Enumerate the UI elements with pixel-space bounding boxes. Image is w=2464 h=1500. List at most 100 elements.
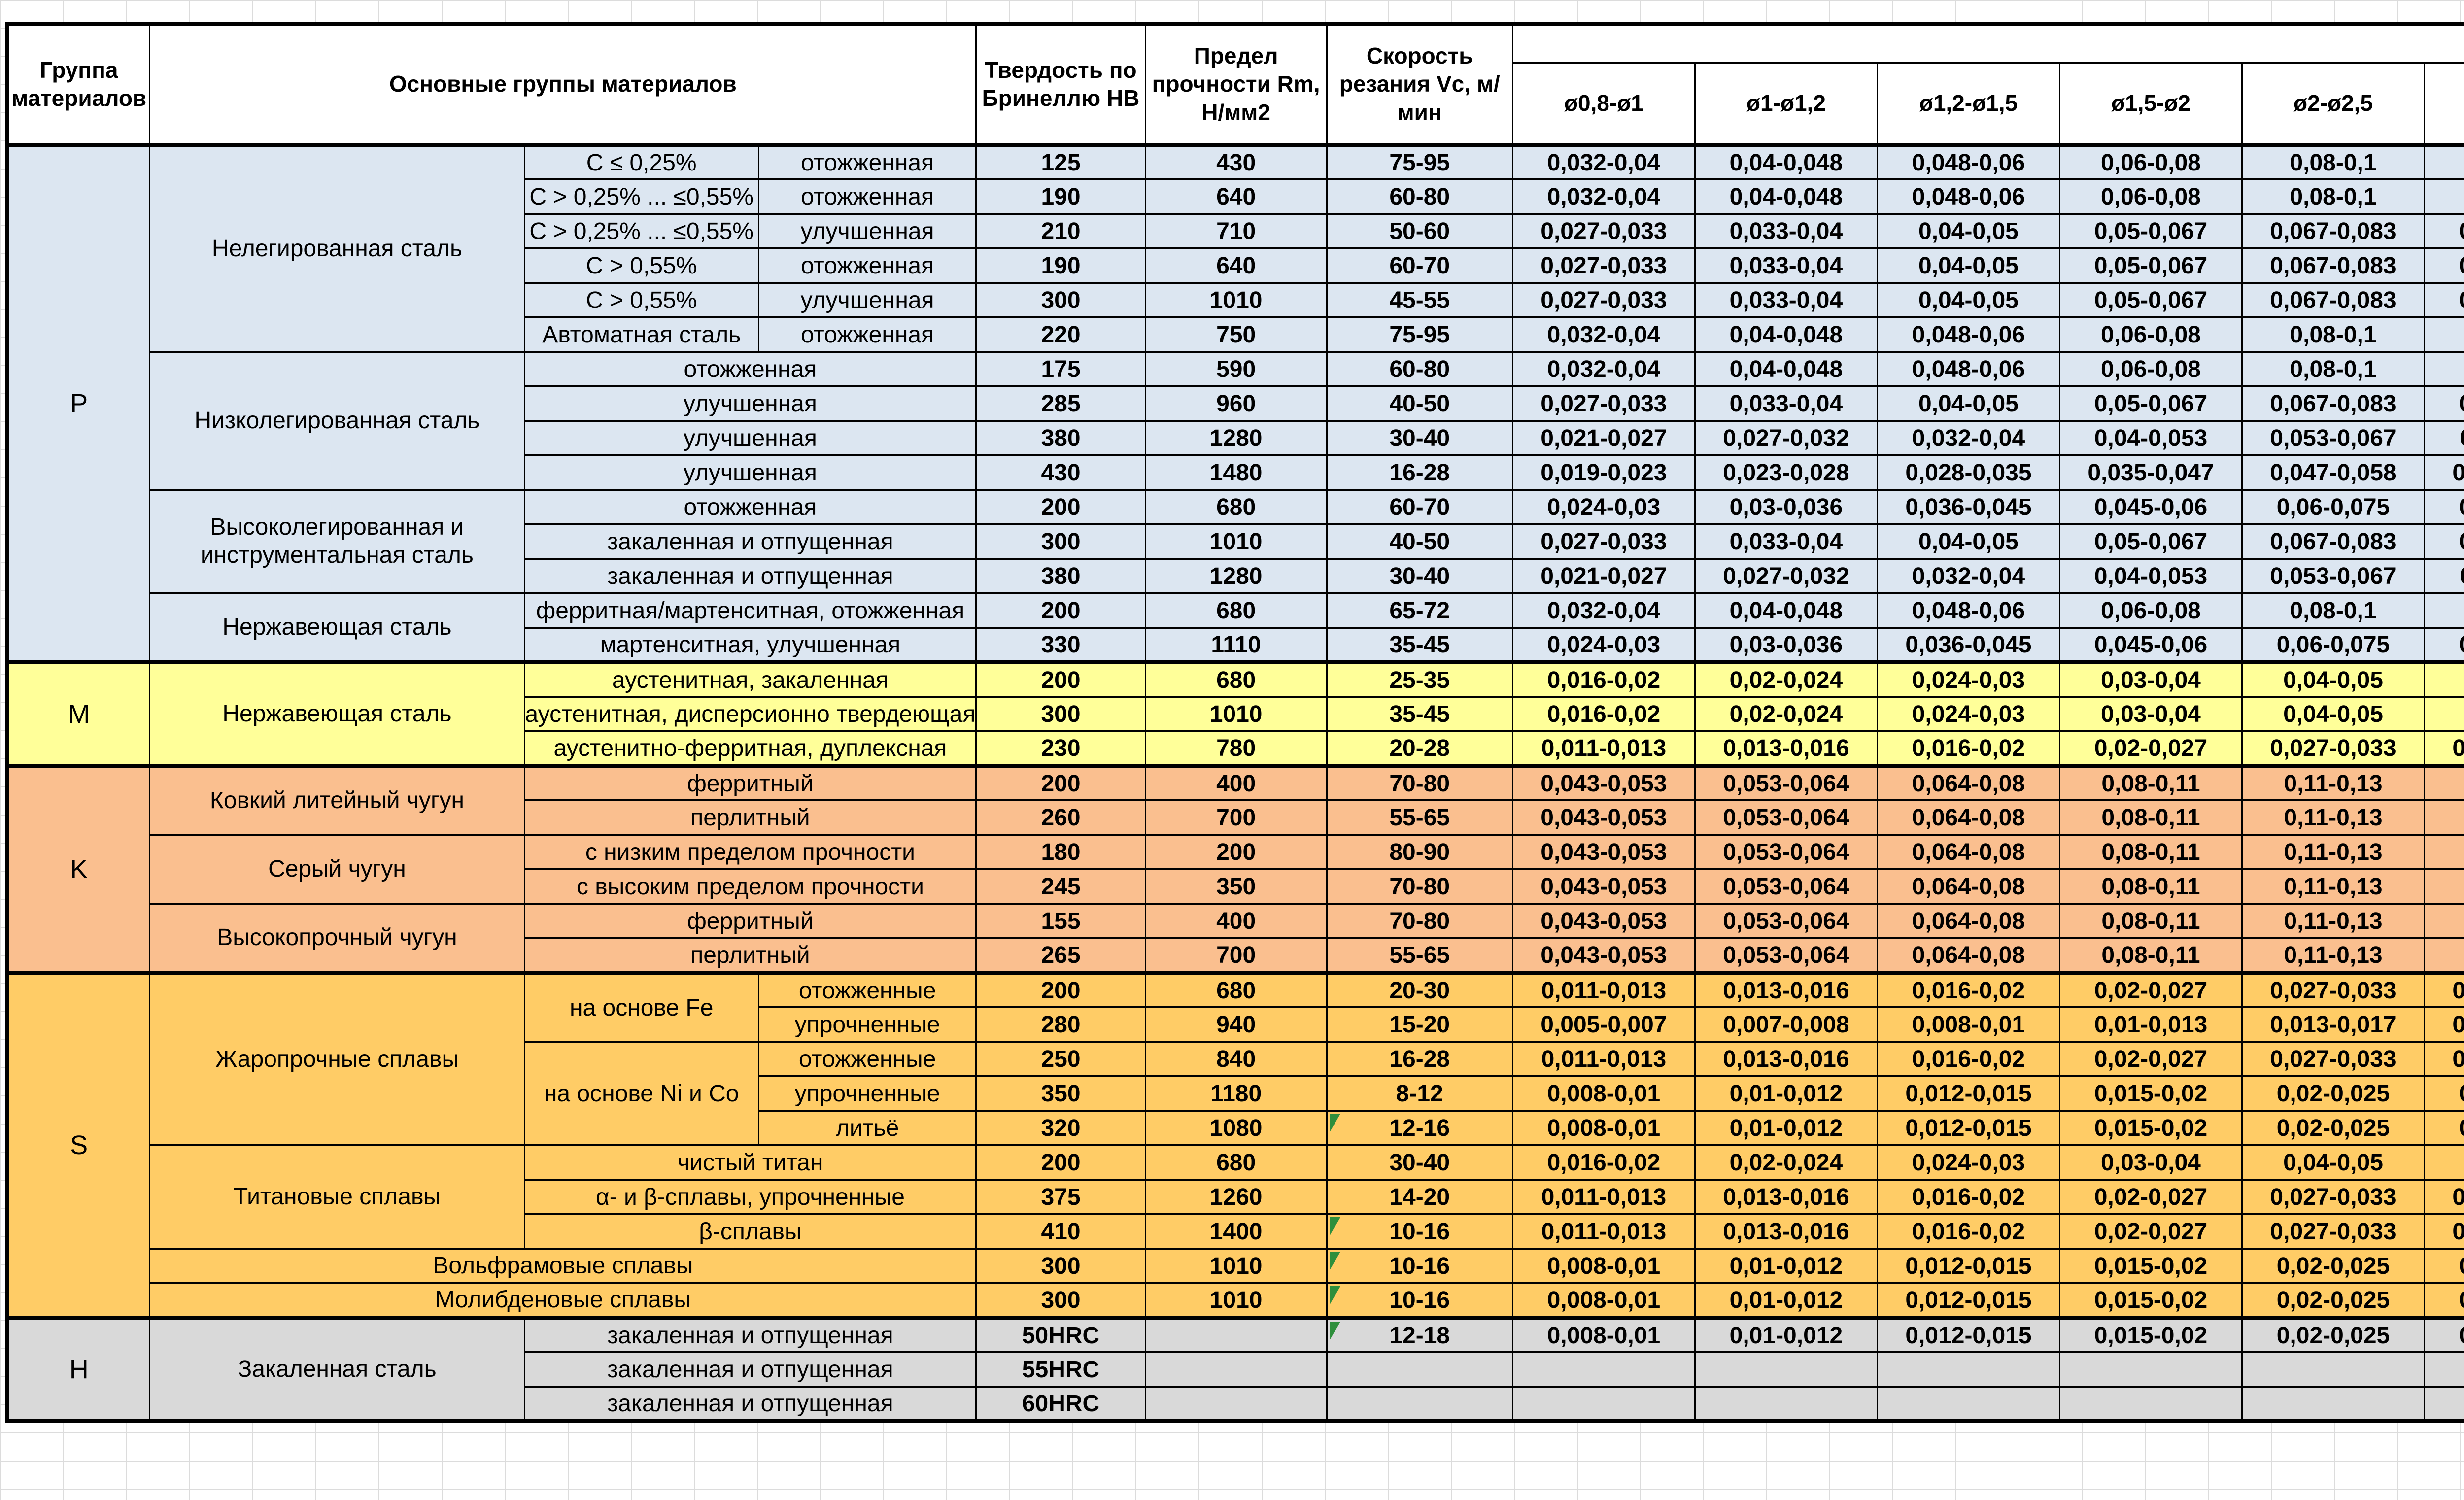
feed-cell[interactable]: 0,06-0,08	[2058, 178, 2243, 215]
feed-cell[interactable]: 0,08-0,11	[2058, 764, 2243, 801]
feed-cell[interactable]: 0,033-0,053	[2424, 971, 2464, 1008]
material-group-cell[interactable]: Нержавеющая сталь	[149, 660, 525, 767]
strength-cell[interactable]: 200	[1144, 834, 1328, 870]
material-state-cell[interactable]: аустенитная, закаленная	[523, 660, 977, 698]
feed-cell[interactable]: 0,027-0,033	[2241, 1179, 2426, 1215]
feed-cell[interactable]: 0,011-0,013	[1511, 971, 1696, 1008]
hardness-cell[interactable]: 300	[975, 282, 1146, 318]
strength-cell[interactable]: 680	[1144, 971, 1328, 1008]
hardness-cell[interactable]: 265	[975, 937, 1146, 974]
feed-cell[interactable]: 0,08-0,1	[2241, 178, 2426, 215]
strength-cell[interactable]: 1010	[1144, 1282, 1328, 1319]
feed-cell[interactable]: 0,027-0,033	[1511, 247, 1696, 284]
feed-cell[interactable]: 0,053-0,064	[1694, 903, 1878, 939]
feed-cell[interactable]: 0,067-0,083	[2241, 247, 2426, 284]
hardness-cell[interactable]: 380	[975, 420, 1146, 456]
material-group-cell[interactable]: Нержавеющая сталь	[149, 592, 525, 663]
feed-cell[interactable]: 0,024-0,03	[1511, 489, 1696, 525]
feed-cell[interactable]: 0,021-0,027	[1511, 558, 1696, 594]
material-state-cell[interactable]: упрочненные	[757, 1075, 977, 1112]
hardness-cell[interactable]: 410	[975, 1213, 1146, 1250]
material-group-cell[interactable]: Титановые сплавы	[149, 1144, 525, 1250]
feed-cell[interactable]: 0,015-0,02	[2058, 1316, 2243, 1353]
feed-cell[interactable]	[1876, 1386, 2060, 1422]
feed-cell[interactable]: 0,04-0,05	[1876, 213, 2060, 249]
feed-cell[interactable]: 0,017-0,027	[2424, 1006, 2464, 1043]
material-group-cell[interactable]: Высоколегированная и инструментальная ст…	[149, 489, 525, 594]
feed-cell[interactable]: 0,012-0,015	[1876, 1075, 2060, 1112]
strength-cell[interactable]: 710	[1144, 213, 1328, 249]
feed-cell[interactable]: 0,075-0,12	[2424, 627, 2464, 663]
strength-cell[interactable]: 1180	[1144, 1075, 1328, 1112]
feed-cell[interactable]: 0,08-0,1	[2241, 316, 2426, 353]
feed-cell[interactable]: 0,013-0,017	[2241, 1006, 2426, 1043]
feed-cell[interactable]: 0,033-0,053	[2424, 730, 2464, 767]
feed-cell[interactable]: 0,027-0,033	[2241, 730, 2426, 767]
feed-cell[interactable]	[2424, 1351, 2464, 1388]
feed-cell[interactable]	[1511, 1386, 1696, 1422]
material-group-cell[interactable]: Жаропрочные сплавы	[149, 971, 525, 1146]
material-subtype-cell[interactable]: C > 0,55%	[523, 247, 759, 284]
feed-cell[interactable]: 0,033-0,053	[2424, 1041, 2464, 1077]
speed-cell[interactable]: 20-28	[1326, 730, 1513, 767]
hardness-cell[interactable]: 220	[975, 316, 1146, 353]
hardness-cell[interactable]: 285	[975, 385, 1146, 422]
feed-cell[interactable]: 0,016-0,02	[1511, 660, 1696, 698]
feed-cell[interactable]: 0,05-0,067	[2058, 213, 2243, 249]
hardness-cell[interactable]: 50HRC	[975, 1316, 1146, 1353]
material-state-cell[interactable]: упрочненные	[757, 1006, 977, 1043]
strength-cell[interactable]: 780	[1144, 730, 1328, 767]
strength-cell[interactable]: 590	[1144, 351, 1328, 387]
feed-cell[interactable]: 0,016-0,02	[1876, 971, 2060, 1008]
speed-cell[interactable]: 40-50	[1326, 385, 1513, 422]
feed-cell[interactable]: 0,032-0,04	[1876, 558, 2060, 594]
feed-cell[interactable]: 0,01-0,013	[2058, 1006, 2243, 1043]
feed-cell[interactable]: 0,032-0,04	[1511, 143, 1696, 180]
feed-cell[interactable]: 0,06-0,08	[2058, 592, 2243, 629]
feed-cell[interactable]: 0,05-0,067	[2058, 247, 2243, 284]
feed-cell[interactable]: 0,036-0,045	[1876, 489, 2060, 525]
feed-cell[interactable]: 0,016-0,02	[1876, 1041, 2060, 1077]
feed-cell[interactable]: 0,064-0,08	[1876, 903, 2060, 939]
header-feed-diameter-col[interactable]: ø1-ø1,2	[1694, 62, 1878, 147]
strength-cell[interactable]	[1144, 1316, 1328, 1353]
feed-cell[interactable]: 0,04-0,048	[1694, 592, 1878, 629]
feed-cell[interactable]: 0,043-0,053	[1511, 834, 1696, 870]
material-state-cell[interactable]: α- и β-сплавы, упрочненные	[523, 1179, 977, 1215]
feed-cell[interactable]: 0,083-0,13	[2424, 523, 2464, 560]
feed-cell[interactable]: 0,015-0,02	[2058, 1075, 2243, 1112]
feed-cell[interactable]: 0,05-0,08	[2424, 1144, 2464, 1181]
feed-cell[interactable]: 0,01-0,012	[1694, 1248, 1878, 1284]
speed-cell[interactable]: 10-16	[1326, 1213, 1513, 1250]
feed-cell[interactable]	[1694, 1351, 1878, 1388]
hardness-cell[interactable]: 200	[975, 489, 1146, 525]
feed-cell[interactable]: 0,025-0,04	[2424, 1075, 2464, 1112]
strength-cell[interactable]: 640	[1144, 178, 1328, 215]
feed-cell[interactable]: 0,008-0,01	[1511, 1110, 1696, 1146]
speed-cell[interactable]: 16-28	[1326, 1041, 1513, 1077]
feed-cell[interactable]: 0,016-0,02	[1511, 696, 1696, 732]
feed-cell[interactable]: 0,13-0,21	[2424, 764, 2464, 801]
feed-cell[interactable]: 0,036-0,045	[1876, 627, 2060, 663]
speed-cell[interactable]: 70-80	[1326, 868, 1513, 905]
feed-cell[interactable]: 0,075-0,12	[2424, 489, 2464, 525]
material-subtype-cell[interactable]: C > 0,25% ... ≤0,55%	[523, 178, 759, 215]
feed-cell[interactable]: 0,033-0,04	[1694, 523, 1878, 560]
header-feed-diameter-col[interactable]: ø2-ø2,5	[2241, 62, 2426, 147]
group-cell-K[interactable]: K	[6, 764, 151, 974]
feed-cell[interactable]: 0,048-0,06	[1876, 592, 2060, 629]
hardness-cell[interactable]: 55HRC	[975, 1351, 1146, 1388]
feed-cell[interactable]: 0,008-0,01	[1876, 1006, 2060, 1043]
feed-cell[interactable]: 0,035-0,047	[2058, 454, 2243, 491]
speed-cell[interactable]: 80-90	[1326, 834, 1513, 870]
hardness-cell[interactable]: 210	[975, 213, 1146, 249]
feed-cell[interactable]: 0,025-0,04	[2424, 1316, 2464, 1353]
feed-cell[interactable]	[2241, 1386, 2426, 1422]
material-state-cell[interactable]: отожженная	[757, 247, 977, 284]
group-cell-H[interactable]: H	[6, 1316, 151, 1422]
feed-cell[interactable]: 0,04-0,05	[2241, 696, 2426, 732]
material-state-cell[interactable]: улучшенная	[757, 282, 977, 318]
strength-cell[interactable]: 680	[1144, 489, 1328, 525]
feed-cell[interactable]: 0,13-0,21	[2424, 903, 2464, 939]
header-material-group[interactable]: Группа материалов	[6, 23, 151, 146]
